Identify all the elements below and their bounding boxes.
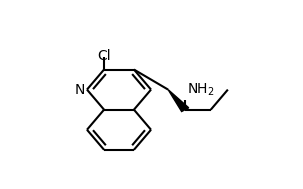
Text: N: N — [75, 83, 85, 97]
Polygon shape — [168, 90, 189, 112]
Text: NH$_2$: NH$_2$ — [187, 81, 215, 98]
Text: Cl: Cl — [97, 49, 111, 63]
